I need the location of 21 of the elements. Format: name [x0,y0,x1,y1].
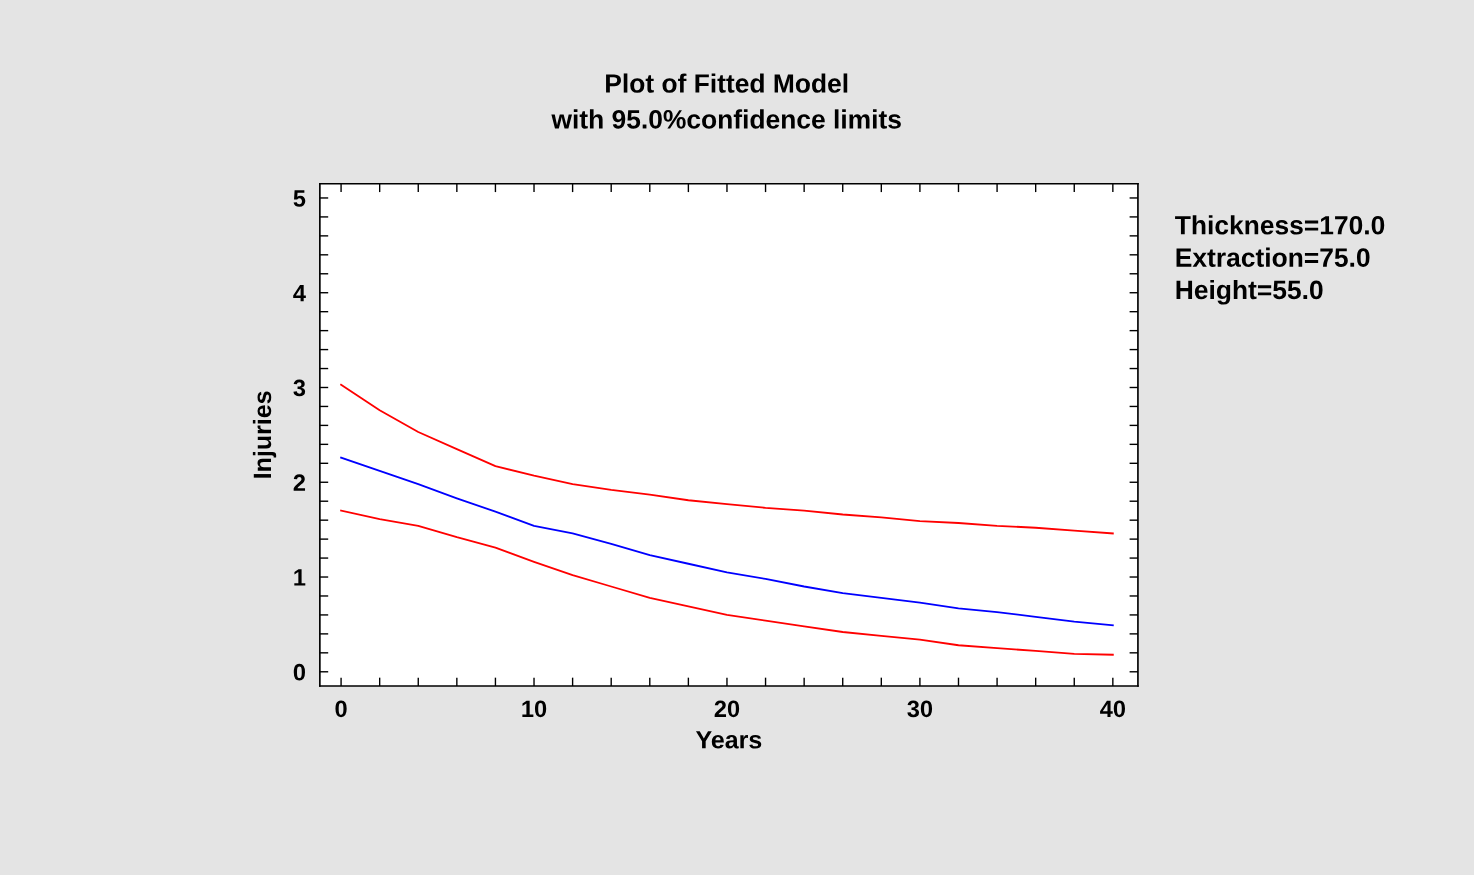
y-tick-label: 4 [293,285,306,302]
line-series [340,456,1114,627]
x-tick-label: 0 [335,700,347,718]
text: Extraction=75.0 [1176,247,1370,267]
x-tick-label: 30 [907,700,933,718]
x-tick-label: 20 [714,700,740,718]
chart-title: Plot of Fitted Model [606,73,848,93]
y-tick-label: 2 [293,474,306,491]
chart-subtitle: with 95.0%confidence limits [551,109,901,129]
y-tick-label: 3 [293,379,306,397]
x-axis-title: Years [695,731,762,749]
x-tick-label: 10 [522,700,547,718]
line-series [340,383,1114,535]
y-axis-title: Injuries [252,391,277,478]
text: Height=55.0 [1176,279,1323,305]
text: Thickness=170.0 [1175,215,1385,235]
y-tick-label: 0 [293,663,305,681]
line-series [340,509,1114,656]
y-tick-label: 1 [294,569,306,586]
x-tick-label: 40 [1100,700,1126,718]
y-tick-label: 5 [293,190,306,207]
